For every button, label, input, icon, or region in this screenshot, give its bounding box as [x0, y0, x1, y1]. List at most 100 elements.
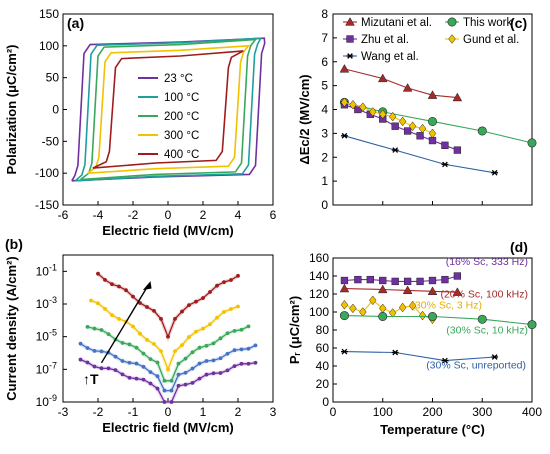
- data-point-c: [527, 138, 537, 148]
- jv-point: [215, 283, 219, 288]
- x-axis-label-a: Electric field (MV/cm): [102, 223, 233, 238]
- jv-point: [148, 357, 153, 362]
- panel-label-b: (b): [5, 236, 23, 252]
- data-point-c: [441, 161, 449, 168]
- x-tick-label-d: 100: [373, 405, 393, 419]
- jv-point: [225, 331, 230, 336]
- jv-point: [204, 372, 209, 377]
- y-tick-label-d: 20: [316, 377, 330, 391]
- jv-point: [99, 349, 104, 354]
- jv-point: [229, 307, 233, 311]
- y-tick-label-c: 1: [321, 174, 328, 188]
- x-tick-label-b: 0: [165, 405, 172, 419]
- data-point-d: [379, 303, 387, 314]
- data-point-d: [453, 272, 462, 280]
- data-point-c: [377, 73, 388, 83]
- y-tick-label-b: 10-1: [36, 262, 57, 278]
- jv-point: [162, 388, 167, 393]
- y-axis-label-a: Polarization (μC/cm²): [4, 44, 19, 174]
- jv-point: [141, 364, 146, 369]
- data-point-d: [402, 285, 413, 295]
- panel-label-c: (c): [510, 15, 527, 31]
- jv-band-3: [90, 298, 239, 375]
- jv-point: [117, 317, 121, 321]
- data-point-d: [416, 277, 424, 286]
- jv-point: [183, 370, 188, 375]
- y-tick-label-a: -150: [35, 198, 59, 212]
- temperature-annotation: ↑T: [83, 371, 99, 387]
- condition-annotation-d: (20% Sc, 100 kHz): [440, 289, 528, 301]
- jv-point: [218, 356, 223, 361]
- data-point-d-stroke: [442, 357, 448, 364]
- hysteresis-loop-0: [71, 37, 266, 182]
- data-point-d: [418, 310, 427, 321]
- y-tick-label-a: -50: [42, 134, 60, 148]
- jv-point: [134, 345, 139, 350]
- jv-point: [180, 343, 184, 347]
- data-point-d-stroke: [491, 354, 498, 360]
- jv-point: [127, 360, 132, 365]
- jv-point: [78, 341, 83, 346]
- x-tick-label-b: -2: [93, 405, 104, 419]
- series-line-d-2: [344, 299, 433, 320]
- y-tick-label-c: 2: [321, 150, 328, 164]
- legend-label-a: 400 °C: [164, 149, 199, 161]
- data-point-c: [402, 83, 413, 92]
- data-point-d-stroke: [341, 348, 348, 355]
- y-tick-label-b: 10-3: [36, 295, 57, 311]
- jv-point: [176, 383, 181, 388]
- x-tick-label-b: -3: [58, 405, 69, 419]
- y-tick-label-d: 60: [316, 341, 330, 355]
- jv-point: [148, 381, 153, 386]
- jv-point: [113, 354, 118, 359]
- jv-point: [236, 273, 240, 278]
- y-axis-label-b: Current density (A/cm²): [4, 256, 19, 400]
- data-point-c-stroke: [341, 132, 348, 139]
- jv-point: [232, 348, 237, 353]
- data-point-c: [427, 90, 438, 99]
- x-tick-label-d: 300: [472, 405, 492, 419]
- y-tick-label-b: 10-9: [36, 393, 57, 409]
- y-tick-label-c: 8: [321, 7, 328, 21]
- jv-point: [229, 278, 233, 282]
- data-point-d: [340, 299, 349, 310]
- jv-point: [232, 364, 237, 369]
- y-axis-label-c: ΔEᴄ/2 (MV/cm): [297, 74, 312, 164]
- jv-point: [85, 324, 90, 329]
- jv-point: [99, 366, 104, 371]
- data-point-c: [349, 99, 357, 110]
- series-line-d-4: [344, 351, 495, 362]
- jv-point: [152, 308, 156, 313]
- x-tick-label-a: 2: [200, 208, 207, 222]
- jv-point: [190, 350, 195, 355]
- jv-point: [124, 288, 128, 293]
- data-point-d: [377, 284, 388, 294]
- data-point-c: [341, 132, 348, 139]
- jv-point: [162, 400, 167, 404]
- data-point-c: [391, 147, 399, 153]
- jv-point: [187, 303, 191, 308]
- x-tick-label-a: -6: [58, 208, 69, 222]
- jv-point: [190, 380, 195, 385]
- temperature-arrow-head: [142, 281, 152, 291]
- jv-point: [155, 360, 160, 365]
- hysteresis-loop-4: [92, 50, 244, 169]
- hysteresis-loop-2: [80, 38, 258, 181]
- jv-point: [106, 366, 111, 371]
- jv-point: [218, 336, 223, 341]
- jv-point: [141, 351, 146, 356]
- jv-point: [127, 375, 132, 380]
- hysteresis-loop-1: [74, 37, 263, 182]
- jv-point: [85, 346, 90, 350]
- jv-point: [145, 337, 149, 342]
- data-point-c: [369, 107, 377, 117]
- data-point-d: [408, 300, 417, 311]
- x-tick-label-b: 2: [235, 405, 242, 419]
- y-tick-label-a: -100: [35, 166, 59, 180]
- data-point-c: [379, 109, 387, 120]
- y-tick-label-c: 6: [321, 55, 328, 69]
- jv-point: [194, 329, 198, 334]
- x-axis-label-b: Electric field (MV/cm): [102, 420, 233, 435]
- jv-point: [141, 377, 146, 382]
- y-tick-label-a: 150: [39, 7, 59, 21]
